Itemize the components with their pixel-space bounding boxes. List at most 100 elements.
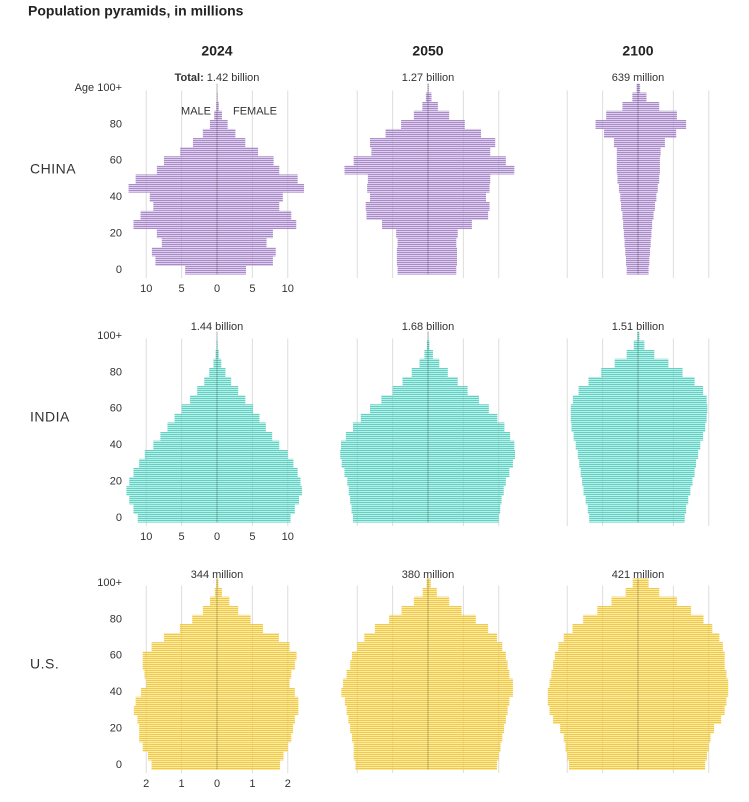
male-bar xyxy=(352,513,428,523)
female-bar xyxy=(428,477,506,487)
female-bar xyxy=(428,623,489,634)
female-bar xyxy=(217,119,228,129)
male-bar xyxy=(135,696,217,706)
male-bar xyxy=(142,742,217,752)
female-bar xyxy=(217,156,274,166)
male-bar xyxy=(185,265,217,275)
male-bar xyxy=(413,110,428,120)
female-bar xyxy=(428,614,476,624)
male-bar xyxy=(133,467,217,478)
female-bar xyxy=(428,210,489,220)
y-tick-label: 60 xyxy=(110,650,122,662)
male-bar xyxy=(563,633,638,643)
female-bar xyxy=(217,678,290,688)
male-bar xyxy=(346,669,428,679)
female-bar xyxy=(638,92,647,102)
female-bar xyxy=(217,642,290,652)
female-bar xyxy=(638,705,725,715)
x-tick-label: 5 xyxy=(179,283,185,295)
female-bar xyxy=(638,349,655,359)
x-tick-label: 1 xyxy=(179,778,185,790)
female-bar xyxy=(217,614,251,624)
male-bar xyxy=(345,431,428,441)
male-bar xyxy=(570,404,638,414)
female-bar xyxy=(428,587,437,597)
female-bar xyxy=(638,119,687,129)
female-bar xyxy=(638,138,665,148)
y-tick-label: 60 xyxy=(110,403,122,415)
female-bar xyxy=(638,358,669,368)
female-bar xyxy=(428,386,468,396)
male-bar xyxy=(190,395,217,405)
female-bar xyxy=(428,596,450,606)
female-bar xyxy=(428,413,498,423)
female-bar xyxy=(428,669,510,679)
female-bar xyxy=(638,431,704,441)
female-bar xyxy=(638,724,715,734)
male-bar xyxy=(402,376,428,387)
male-bar xyxy=(348,714,428,725)
female-bar xyxy=(638,733,711,743)
male-bar xyxy=(179,623,217,634)
x-tick-label: 5 xyxy=(179,531,185,543)
male-bar xyxy=(625,587,638,597)
x-tick-label: 10 xyxy=(140,531,152,543)
male-bar xyxy=(426,578,428,588)
total-label: 1.68 billion xyxy=(402,321,455,333)
chart-title: Population pyramids, in millions xyxy=(28,3,244,19)
total-label: 380 million xyxy=(402,569,455,581)
total-label: Total: 1.42 billion xyxy=(175,72,260,84)
female-bar xyxy=(428,449,516,459)
male-bar xyxy=(625,247,638,257)
female-bar xyxy=(217,404,254,414)
female-bar xyxy=(217,92,218,102)
female-bar xyxy=(217,742,288,752)
female-bar xyxy=(428,751,499,761)
female-bar xyxy=(638,128,677,139)
male-bar xyxy=(623,229,638,239)
male-bar xyxy=(567,751,638,761)
male-bar xyxy=(140,210,217,220)
column-header: 2050 xyxy=(412,43,443,59)
female-bar xyxy=(217,714,295,725)
female-bar xyxy=(217,101,219,111)
total-label: 421 million xyxy=(612,569,665,581)
total-label: 344 million xyxy=(191,569,244,581)
female-bar xyxy=(217,477,301,487)
female-bar xyxy=(638,660,725,670)
female-bar xyxy=(217,623,263,634)
male-bar xyxy=(577,449,638,459)
female-bar xyxy=(638,413,707,423)
female-bar xyxy=(217,201,280,211)
male-bar xyxy=(401,119,428,129)
male-bar xyxy=(140,687,217,697)
y-tick-label: 80 xyxy=(110,613,122,625)
female-bar xyxy=(428,119,465,129)
male-bar xyxy=(142,651,217,661)
male-bar xyxy=(385,128,428,139)
male-bar xyxy=(396,229,428,239)
female-bar xyxy=(428,192,487,202)
x-tick-label: 1 xyxy=(249,778,255,790)
male-bar xyxy=(351,504,428,514)
female-bar xyxy=(428,376,458,387)
female-bar xyxy=(217,596,230,606)
female-bar xyxy=(217,687,295,697)
male-bar xyxy=(357,642,428,652)
male-bar xyxy=(351,733,428,743)
male-bar xyxy=(139,724,217,734)
male-bar xyxy=(397,238,428,248)
female-bar xyxy=(638,467,695,478)
male-bar xyxy=(180,147,217,157)
male-bar xyxy=(554,651,638,661)
row-label: INDIA xyxy=(30,409,70,425)
female-bar xyxy=(428,219,472,230)
y-tick-label: 40 xyxy=(110,439,122,451)
female-bar xyxy=(217,449,288,459)
male-bar xyxy=(160,431,217,441)
female-bar xyxy=(428,578,431,588)
female-bar xyxy=(217,128,236,139)
female-bar xyxy=(638,256,650,266)
female-bar xyxy=(428,128,482,139)
